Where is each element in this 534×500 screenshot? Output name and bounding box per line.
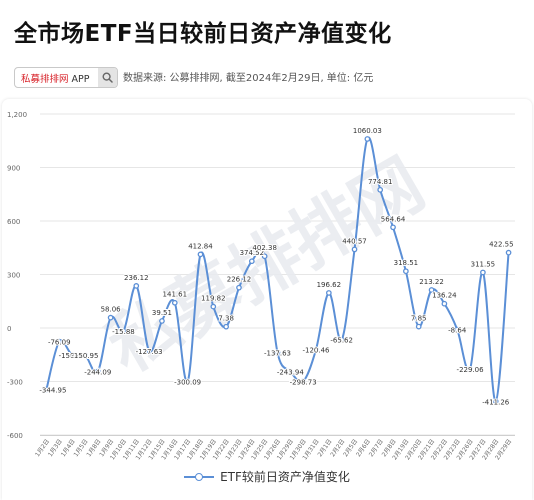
data-point[interactable]: [326, 290, 332, 296]
data-label: -65.62: [330, 337, 353, 345]
data-label: -150.95: [71, 352, 98, 360]
data-label: 318.51: [394, 259, 419, 267]
series-layer: -344.95 -76.09 -150.45-150.95 -244.09 58.06 -…: [38, 126, 514, 407]
data-label: -8.64: [448, 327, 467, 335]
data-label: -137.63: [264, 350, 291, 358]
grid-layer: -600 -300 0 300 600 900 1,200: [7, 111, 515, 440]
data-point[interactable]: [454, 326, 461, 333]
data-label: 402.38: [252, 244, 277, 252]
data-point[interactable]: [146, 347, 152, 354]
data-point[interactable]: [300, 378, 307, 385]
data-point[interactable]: [107, 314, 114, 321]
data-point[interactable]: [248, 258, 255, 265]
data-label: -15.88: [112, 328, 135, 336]
data-point[interactable]: [69, 351, 75, 358]
y-tick-label: -600: [7, 432, 23, 440]
data-source-note: 数据来源: 公募排排网, 截至2024年2月29日, 单位: 亿元: [123, 73, 374, 84]
data-label: -150.45: [59, 352, 86, 360]
data-point[interactable]: [441, 300, 448, 307]
data-label: 440.57: [342, 237, 367, 245]
legend-label: ETF较前日资产净值变化: [220, 470, 350, 484]
search-brand: 私募排排网: [21, 73, 69, 85]
data-label: 774.81: [368, 178, 393, 186]
data-point[interactable]: [505, 249, 512, 256]
data-label: -120.46: [302, 346, 330, 354]
data-label: 196.62: [317, 281, 342, 289]
data-label: 39.51: [152, 309, 172, 317]
data-point[interactable]: [94, 368, 101, 375]
y-tick-label: 1,200: [7, 111, 27, 119]
data-point[interactable]: [133, 283, 140, 289]
data-point[interactable]: [390, 224, 396, 231]
chart-panel: [2, 99, 532, 500]
data-point[interactable]: [492, 398, 499, 405]
data-point[interactable]: [261, 253, 268, 260]
y-tick-label: 900: [7, 165, 20, 173]
data-label: 213.22: [419, 278, 444, 286]
data-point[interactable]: [338, 336, 345, 343]
data-label: 422.55: [489, 241, 514, 249]
data-label: -76.09: [48, 339, 71, 347]
y-tick-label: 300: [7, 272, 20, 280]
data-label: 141.61: [163, 291, 188, 299]
data-label: 7.85: [411, 315, 427, 323]
data-label: 311.55: [471, 260, 496, 268]
y-tick-label: 0: [7, 325, 11, 333]
y-tick-label: -300: [7, 379, 23, 387]
search-label: 私募排排网 APP: [15, 71, 98, 85]
data-point[interactable]: [351, 246, 358, 253]
data-point[interactable]: [171, 299, 178, 306]
data-point[interactable]: [415, 323, 422, 330]
data-label: 1060.03: [353, 127, 382, 135]
data-point[interactable]: [43, 386, 50, 393]
data-point[interactable]: [480, 269, 486, 276]
data-label: -411.26: [482, 398, 510, 406]
data-label: 564.64: [381, 215, 406, 223]
legend-swatch: [184, 470, 215, 484]
data-point[interactable]: [313, 346, 319, 353]
search-box[interactable]: 私募排排网 APP: [14, 67, 118, 88]
data-label: -229.06: [457, 366, 485, 374]
page-title: 全市场ETF当日较前日资产净值变化: [14, 21, 392, 47]
data-label: -300.09: [174, 379, 201, 387]
data-label: 236.12: [124, 274, 149, 282]
data-label: -127.63: [136, 348, 163, 356]
data-label: 226.12: [227, 276, 252, 284]
data-label: 58.06: [101, 306, 122, 314]
data-point[interactable]: [364, 136, 371, 142]
data-label: -243.94: [277, 369, 305, 377]
search-button[interactable]: [98, 68, 117, 87]
search-app: APP: [71, 73, 90, 85]
data-label: 374.52: [240, 249, 265, 257]
data-label: -298.73: [290, 378, 317, 386]
data-point[interactable]: [159, 318, 165, 324]
data-label: -344.95: [39, 387, 66, 395]
data-label: 136.24: [432, 292, 457, 300]
data-label: 119.82: [201, 295, 226, 303]
data-point[interactable]: [287, 368, 294, 375]
data-label: -244.09: [84, 369, 111, 377]
data-point[interactable]: [56, 338, 63, 345]
data-point[interactable]: [467, 365, 473, 372]
data-point[interactable]: [223, 323, 229, 330]
data-point[interactable]: [82, 352, 88, 358]
data-point[interactable]: [184, 378, 191, 385]
data-point[interactable]: [274, 349, 281, 356]
series-line: [45, 136, 510, 403]
data-point[interactable]: [120, 327, 127, 334]
data-label: 7.38: [218, 315, 234, 323]
data-point[interactable]: [236, 284, 242, 291]
legend: ETF较前日资产净值变化: [0, 468, 534, 485]
data-point[interactable]: [428, 287, 435, 293]
data-point[interactable]: [197, 251, 204, 258]
data-label: 412.84: [188, 242, 213, 250]
x-axis: 1月2日1月3日1月4日1月5日1月8日1月9日1月10日1月11日1月12日1…: [34, 438, 513, 461]
y-tick-label: 600: [7, 218, 20, 226]
data-point[interactable]: [210, 303, 217, 310]
data-point[interactable]: [403, 268, 409, 275]
data-point[interactable]: [377, 186, 384, 193]
search-icon: [102, 72, 113, 83]
